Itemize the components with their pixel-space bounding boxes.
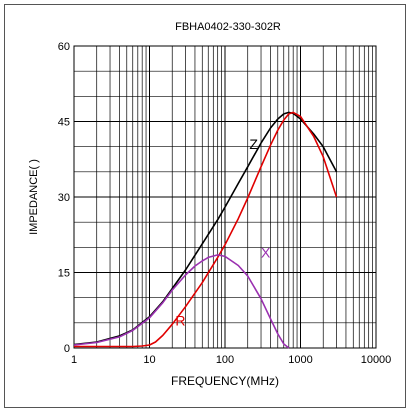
y-tick-labels: 0 15 30 45 60 xyxy=(58,41,70,355)
x-tick-label: 1000 xyxy=(288,354,312,366)
x-axis-label: FREQUENCY(MHz) xyxy=(171,374,279,388)
series-labels: Z R X xyxy=(175,136,271,328)
x-tick-label: 1 xyxy=(71,354,77,366)
y-tick-label: 60 xyxy=(58,41,70,53)
x-tick-label: 10 xyxy=(143,354,155,366)
y-tick-label: 15 xyxy=(58,268,70,280)
x-tick-label: 10000 xyxy=(361,354,392,366)
series-label-z: Z xyxy=(249,136,258,152)
y-tick-label: 30 xyxy=(58,192,70,204)
x-tick-label: 100 xyxy=(216,354,234,366)
series-lines xyxy=(73,111,338,349)
series-label-r: R xyxy=(175,312,185,328)
y-axis-label: IMPEDANCE( ) xyxy=(28,159,40,235)
x-tick-labels: 1 10 100 1000 10000 xyxy=(71,354,391,366)
chart-title: FBHA0402-330-302R xyxy=(175,21,281,33)
y-tick-label: 0 xyxy=(64,343,70,355)
grid xyxy=(74,46,376,348)
series-x-line xyxy=(73,254,290,349)
y-tick-label: 45 xyxy=(58,117,70,129)
series-r-line xyxy=(74,111,338,348)
series-label-x: X xyxy=(261,244,271,260)
plot-area-border xyxy=(73,45,377,349)
